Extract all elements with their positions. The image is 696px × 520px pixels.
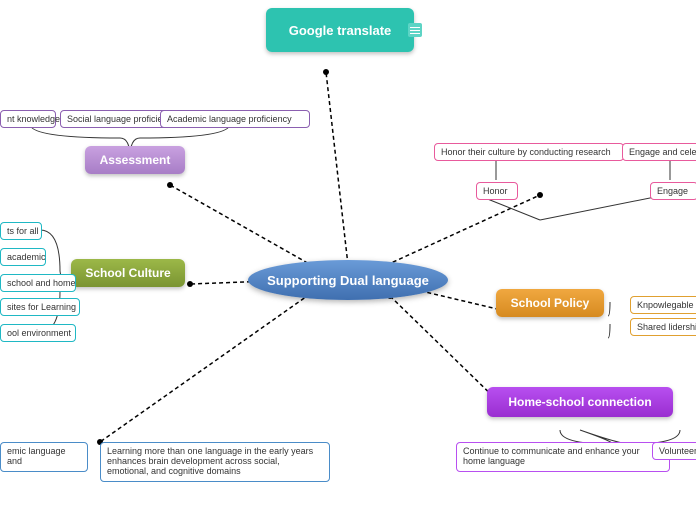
branch-school-policy[interactable]: School Policy (496, 289, 604, 317)
leaf-label: Shared lidership (637, 322, 696, 332)
center-label: Supporting Dual language (267, 273, 429, 288)
leaf-label: Engage (657, 186, 688, 196)
leaf-school-culture-1[interactable]: academic (0, 248, 46, 266)
leaf-school-policy-1[interactable]: Shared lidership (630, 318, 696, 336)
leaf-label: Knpowlegable Leader (637, 300, 696, 310)
leaf-honor-engage-3[interactable]: Engage (650, 182, 696, 200)
leaf-label: ts for all (7, 226, 39, 236)
leaf-label: Honor (483, 186, 508, 196)
leaf-label: nt knowledge (7, 114, 60, 124)
branch-school-culture[interactable]: School Culture (71, 259, 185, 287)
branch-label: Assessment (100, 153, 171, 167)
center-node[interactable]: Supporting Dual language (248, 260, 448, 300)
leaf-label: Engage and celebrate studnets (629, 147, 696, 157)
leaf-assessment-2[interactable]: Academic language proficiency (160, 110, 310, 128)
notes-icon[interactable] (408, 23, 422, 37)
leaf-label: Volunteer at s (659, 446, 696, 456)
branch-assessment[interactable]: Assessment (85, 146, 185, 174)
leaf-home-school-0[interactable]: Continue to communicate and enhance your… (456, 442, 670, 472)
leaf-label: academic (7, 252, 46, 262)
branch-home-school[interactable]: Home-school connection (487, 387, 673, 417)
branch-label: Home-school connection (508, 395, 651, 409)
leaf-label: school and home (7, 278, 76, 288)
leaf-label: Learning more than one language in the e… (107, 446, 313, 476)
leaf-bottom-left-0[interactable]: emic language and (0, 442, 88, 472)
leaf-school-culture-3[interactable]: sites for Learning (0, 298, 80, 316)
branch-label: School Culture (85, 266, 170, 280)
leaf-honor-engage-2[interactable]: Honor (476, 182, 518, 200)
leaf-label: Academic language proficiency (167, 114, 292, 124)
branch-label: Google translate (289, 23, 392, 38)
leaf-school-culture-0[interactable]: ts for all (0, 222, 42, 240)
leaf-label: Continue to communicate and enhance your… (463, 446, 640, 466)
leaf-school-culture-2[interactable]: school and home (0, 274, 76, 292)
leaf-bottom-left-1[interactable]: Learning more than one language in the e… (100, 442, 330, 482)
leaf-honor-engage-1[interactable]: Engage and celebrate studnets (622, 143, 696, 161)
leaf-school-culture-4[interactable]: ool environment (0, 324, 76, 342)
branch-google-translate[interactable]: Google translate (266, 8, 414, 52)
leaf-label: sites for Learning (7, 302, 76, 312)
mindmap-canvas: Supporting Dual language Google translate… (0, 0, 696, 520)
leaf-assessment-0[interactable]: nt knowledge (0, 110, 56, 128)
leaf-honor-engage-0[interactable]: Honor their culture by conducting resear… (434, 143, 624, 161)
leaf-label: ool environment (7, 328, 71, 338)
leaf-label: emic language and (7, 446, 66, 466)
leaf-home-school-1[interactable]: Volunteer at s (652, 442, 696, 460)
leaf-label: Honor their culture by conducting resear… (441, 147, 611, 157)
leaf-school-policy-0[interactable]: Knpowlegable Leader (630, 296, 696, 314)
branch-label: School Policy (511, 296, 590, 310)
